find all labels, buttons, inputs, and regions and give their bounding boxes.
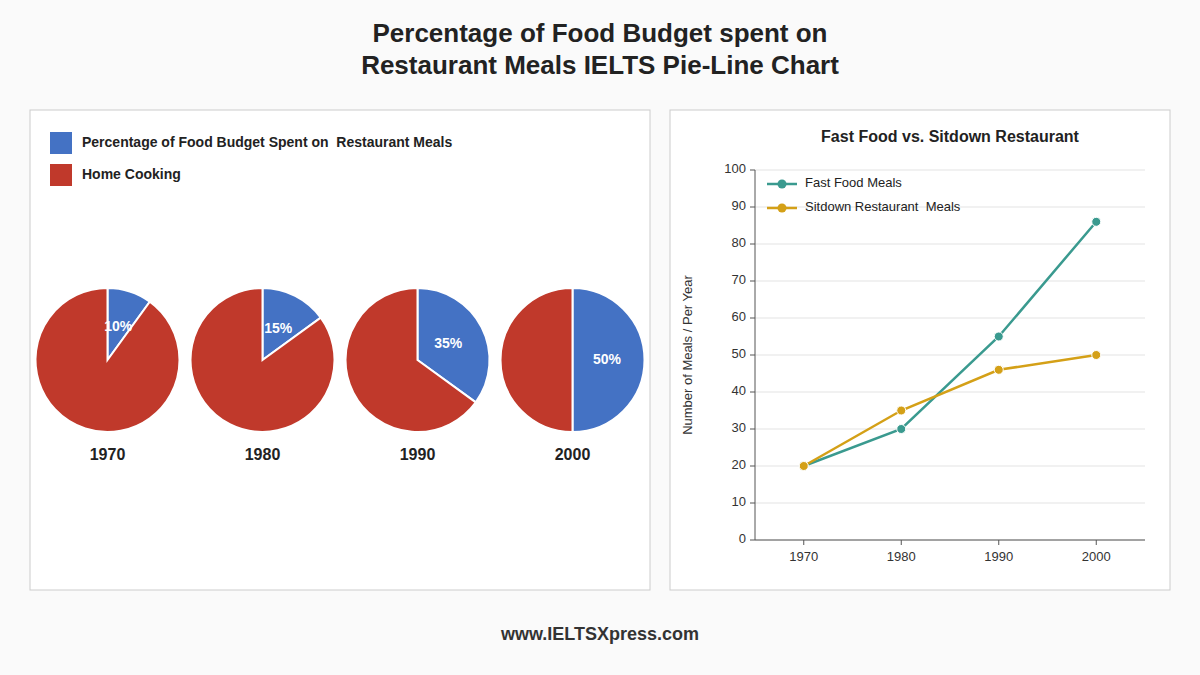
legend-marker — [778, 204, 787, 213]
y-tick-label: 40 — [732, 383, 746, 398]
figure-title: Percentage of Food Budget spent onRestau… — [361, 18, 839, 80]
y-tick-label: 20 — [732, 457, 746, 472]
legend: Fast Food Meals Sitdown Restaurant Meals — [767, 175, 961, 214]
pie-slice — [501, 288, 573, 432]
series-marker — [897, 425, 906, 434]
grid-line — [755, 392, 1145, 393]
legend-entry: Fast Food Meals — [805, 175, 902, 190]
grid-line — [755, 244, 1145, 245]
series-marker — [799, 462, 808, 471]
x-tick-label: 1970 — [789, 549, 818, 564]
data-label: 15% — [264, 320, 293, 336]
grid-line — [755, 540, 1145, 541]
y-axis-label: Number of Meals / Per Year — [680, 274, 695, 434]
x-tick — [998, 540, 999, 545]
grid-line — [755, 429, 1145, 430]
series-marker — [897, 406, 906, 415]
series-marker — [1092, 217, 1101, 226]
pie-panel — [30, 110, 650, 590]
y-tick — [750, 429, 755, 430]
legend-entry: Home Cooking — [82, 166, 181, 182]
pie-slice — [191, 288, 335, 432]
plot-area — [799, 217, 1101, 470]
y-tick-label: 80 — [732, 235, 746, 250]
footer-annotation: www.IELTSXpress.com — [500, 624, 699, 644]
pie — [191, 288, 335, 432]
legend-entry: Sitdown Restaurant Meals — [805, 199, 961, 214]
data-label: 10% — [104, 318, 133, 334]
y-tick-label: 90 — [732, 198, 746, 213]
category-label: 1980 — [245, 446, 281, 463]
y-tick — [750, 281, 755, 282]
category-label: 1970 — [90, 446, 126, 463]
y-tick — [750, 170, 755, 171]
grid-line — [755, 503, 1145, 504]
x-tick-label: 1980 — [887, 549, 916, 564]
y-tick — [750, 318, 755, 319]
x-axis — [755, 540, 1145, 541]
y-tick-label: 30 — [732, 420, 746, 435]
data-label: 35% — [434, 335, 463, 351]
y-tick — [750, 207, 755, 208]
series-marker — [799, 462, 808, 471]
y-tick — [750, 466, 755, 467]
x-tick-label: 2000 — [1082, 549, 1111, 564]
pie-slice — [36, 288, 180, 432]
x-tick — [901, 540, 902, 545]
line-panel — [670, 110, 1170, 590]
series-marker — [1092, 351, 1101, 360]
pie — [501, 288, 645, 432]
grid-line — [755, 170, 1145, 171]
legend-marker — [778, 180, 787, 189]
y-axis — [755, 170, 756, 540]
pie — [36, 288, 180, 432]
chart-title: Fast Food vs. Sitdown Restaurant — [821, 128, 1079, 145]
legend-swatch — [50, 164, 72, 186]
y-tick-label: 60 — [732, 309, 746, 324]
series-line — [804, 355, 1097, 466]
series-marker — [994, 365, 1003, 374]
series-marker — [994, 332, 1003, 341]
legend-entry: Percentage of Food Budget Spent on Resta… — [82, 134, 452, 150]
x-tick — [803, 540, 804, 545]
pie-slice — [346, 288, 476, 432]
y-tick — [750, 540, 755, 541]
grid-line — [755, 318, 1145, 319]
pie — [346, 288, 490, 432]
y-tick — [750, 503, 755, 504]
series-line — [804, 222, 1097, 466]
y-tick-label: 100 — [724, 161, 746, 176]
pie-slice — [573, 288, 645, 432]
y-tick — [750, 392, 755, 393]
y-tick-label: 10 — [732, 494, 746, 509]
category-label: 1990 — [400, 446, 436, 463]
y-tick-label: 70 — [732, 272, 746, 287]
y-tick-label: 50 — [732, 346, 746, 361]
background — [0, 0, 1200, 675]
grid-line — [755, 466, 1145, 467]
legend-swatch — [50, 132, 72, 154]
y-tick — [750, 355, 755, 356]
y-tick — [750, 244, 755, 245]
x-tick-label: 1990 — [984, 549, 1013, 564]
category-label: 2000 — [555, 446, 591, 463]
chart-root: Percentage of Food Budget spent onRestau… — [0, 0, 1200, 675]
x-tick — [1096, 540, 1097, 545]
y-tick-label: 0 — [739, 531, 746, 546]
data-label: 50% — [593, 351, 622, 367]
grid-line — [755, 281, 1145, 282]
